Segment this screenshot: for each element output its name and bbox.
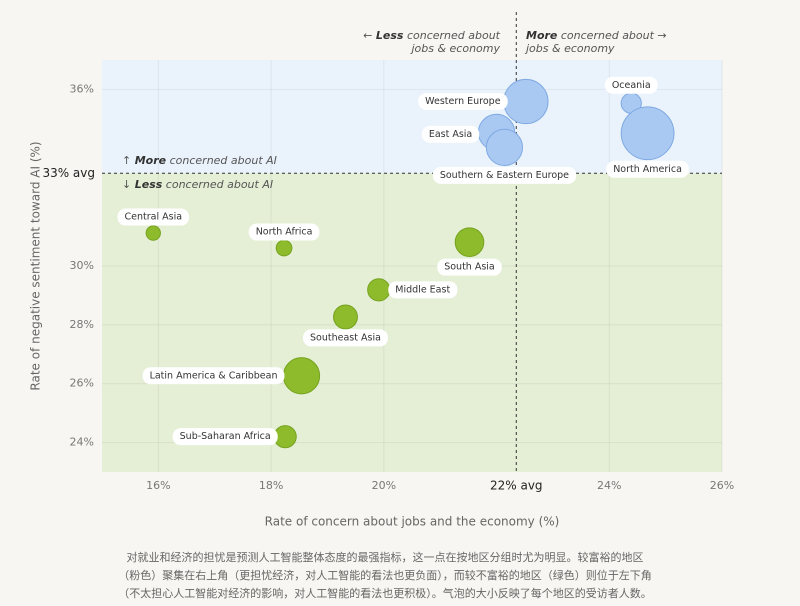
- x-tick-label: 24%: [597, 479, 621, 492]
- point-label: Middle East: [395, 284, 450, 295]
- label-pill: [303, 329, 388, 347]
- y-tick-label: 28%: [70, 318, 94, 331]
- x-tick-label: 18%: [259, 479, 283, 492]
- annotation: ↑ More concerned about AI: [122, 154, 277, 167]
- bubble: [620, 106, 675, 161]
- label-pill: [432, 166, 577, 184]
- x-tick-label: 16%: [146, 479, 170, 492]
- point-label: North Africa: [256, 227, 313, 238]
- point-label: East Asia: [429, 129, 472, 140]
- label-pill: [606, 160, 689, 178]
- bubble: [333, 304, 358, 330]
- label-pill: [117, 208, 190, 226]
- annotation: jobs & economy: [524, 42, 615, 55]
- annotation: ↓ Less concerned about AI: [122, 178, 273, 191]
- label-pill: [142, 367, 285, 385]
- label-pill: [418, 92, 508, 110]
- y-axis-label: Rate of negative sentiment toward AI (%): [29, 141, 43, 390]
- label-pill: [388, 281, 458, 299]
- bubble: [454, 227, 485, 257]
- label-pill: [604, 76, 658, 94]
- average-label: 33% avg: [42, 166, 95, 180]
- caption: （粉色）聚集在右上角（更担忧经济，对人工智能的看法也更负面），而较不富裕的地区（…: [118, 568, 652, 582]
- bubble: [367, 278, 391, 302]
- point-label: Sub-Saharan Africa: [180, 431, 271, 442]
- point-label: Latin America & Caribbean: [150, 370, 278, 381]
- bubble: [485, 128, 524, 167]
- point-label: Southeast Asia: [310, 332, 381, 343]
- x-tick-label: 20%: [372, 479, 396, 492]
- label-pill: [172, 428, 278, 446]
- point-label: Southern & Eastern Europe: [440, 170, 569, 181]
- quadrant-bg: [102, 173, 722, 473]
- x-axis-label: Rate of concern about jobs and the econo…: [265, 515, 560, 529]
- y-tick-label: 26%: [70, 377, 94, 390]
- point-label: Central Asia: [125, 212, 183, 223]
- point-label: South Asia: [444, 262, 495, 273]
- bubble: [282, 357, 321, 395]
- point-label: Western Europe: [425, 96, 501, 107]
- annotation: More concerned about →: [526, 29, 667, 42]
- caption: （不太担心人工智能对经济的影响，对人工智能的看法也更积极）。气泡的大小反映了每个…: [118, 586, 652, 600]
- y-tick-label: 30%: [70, 259, 94, 272]
- annotation: ← Less concerned about: [363, 29, 501, 42]
- average-label: 22% avg: [490, 479, 543, 493]
- y-tick-label: 24%: [70, 436, 94, 449]
- label-pill: [248, 223, 320, 241]
- bubble: [275, 239, 293, 257]
- x-tick-label: 26%: [710, 479, 734, 492]
- label-pill: [437, 258, 502, 276]
- annotation: jobs & economy: [409, 42, 500, 55]
- label-pill: [421, 125, 480, 143]
- bubble: [145, 225, 161, 241]
- point-label: Oceania: [612, 80, 651, 91]
- y-tick-label: 36%: [70, 82, 94, 95]
- bubble: [503, 78, 549, 125]
- caption: 对就业和经济的担忧是预测人工智能整体态度的最强指标，这一点在按地区分组时尤为明显…: [127, 550, 644, 564]
- point-label: North America: [613, 164, 682, 175]
